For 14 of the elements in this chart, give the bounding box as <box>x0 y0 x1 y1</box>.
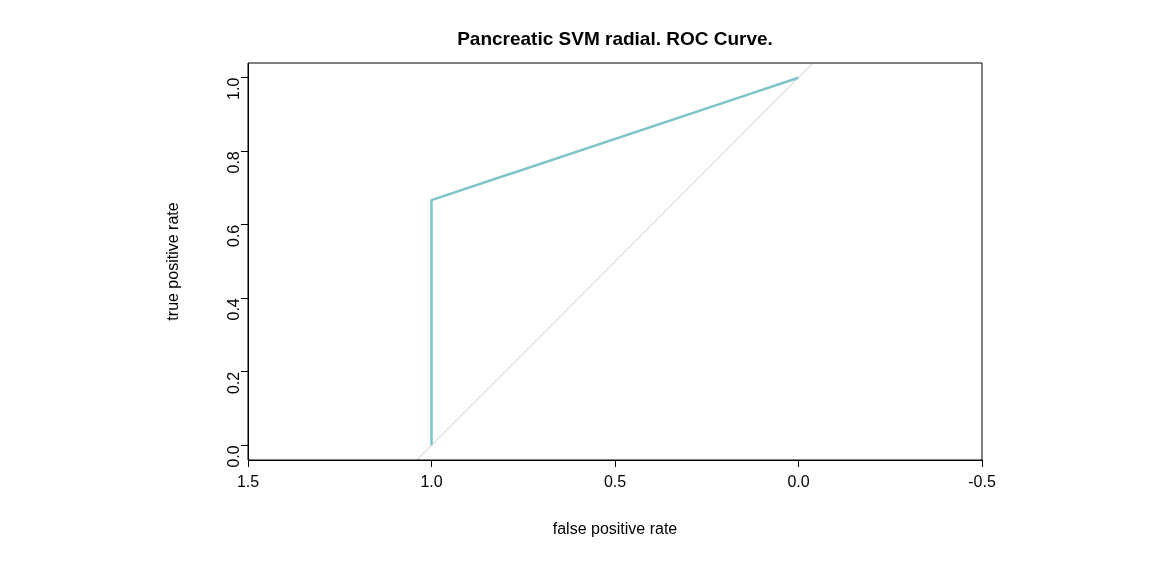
x-tick-label: -0.5 <box>968 473 996 491</box>
y-tick-label: 0.6 <box>225 224 243 247</box>
x-tick-label: 1.0 <box>420 473 443 491</box>
y-tick-label: 1.0 <box>225 77 243 100</box>
x-tick-label: 0.0 <box>787 473 810 491</box>
y-tick-label: 0.0 <box>225 445 243 468</box>
y-axis-title: true positive rate <box>164 202 182 321</box>
y-tick-label: 0.8 <box>225 151 243 174</box>
x-tick-label: 0.5 <box>603 473 627 491</box>
y-tick-label: 0.2 <box>225 371 243 395</box>
x-tick-label: 1.5 <box>236 473 260 491</box>
y-tick-label: 0.4 <box>225 298 243 321</box>
x-axis-title: false positive rate <box>552 519 678 537</box>
chart-title: Pancreatic SVM radial. ROC Curve. <box>457 28 773 50</box>
